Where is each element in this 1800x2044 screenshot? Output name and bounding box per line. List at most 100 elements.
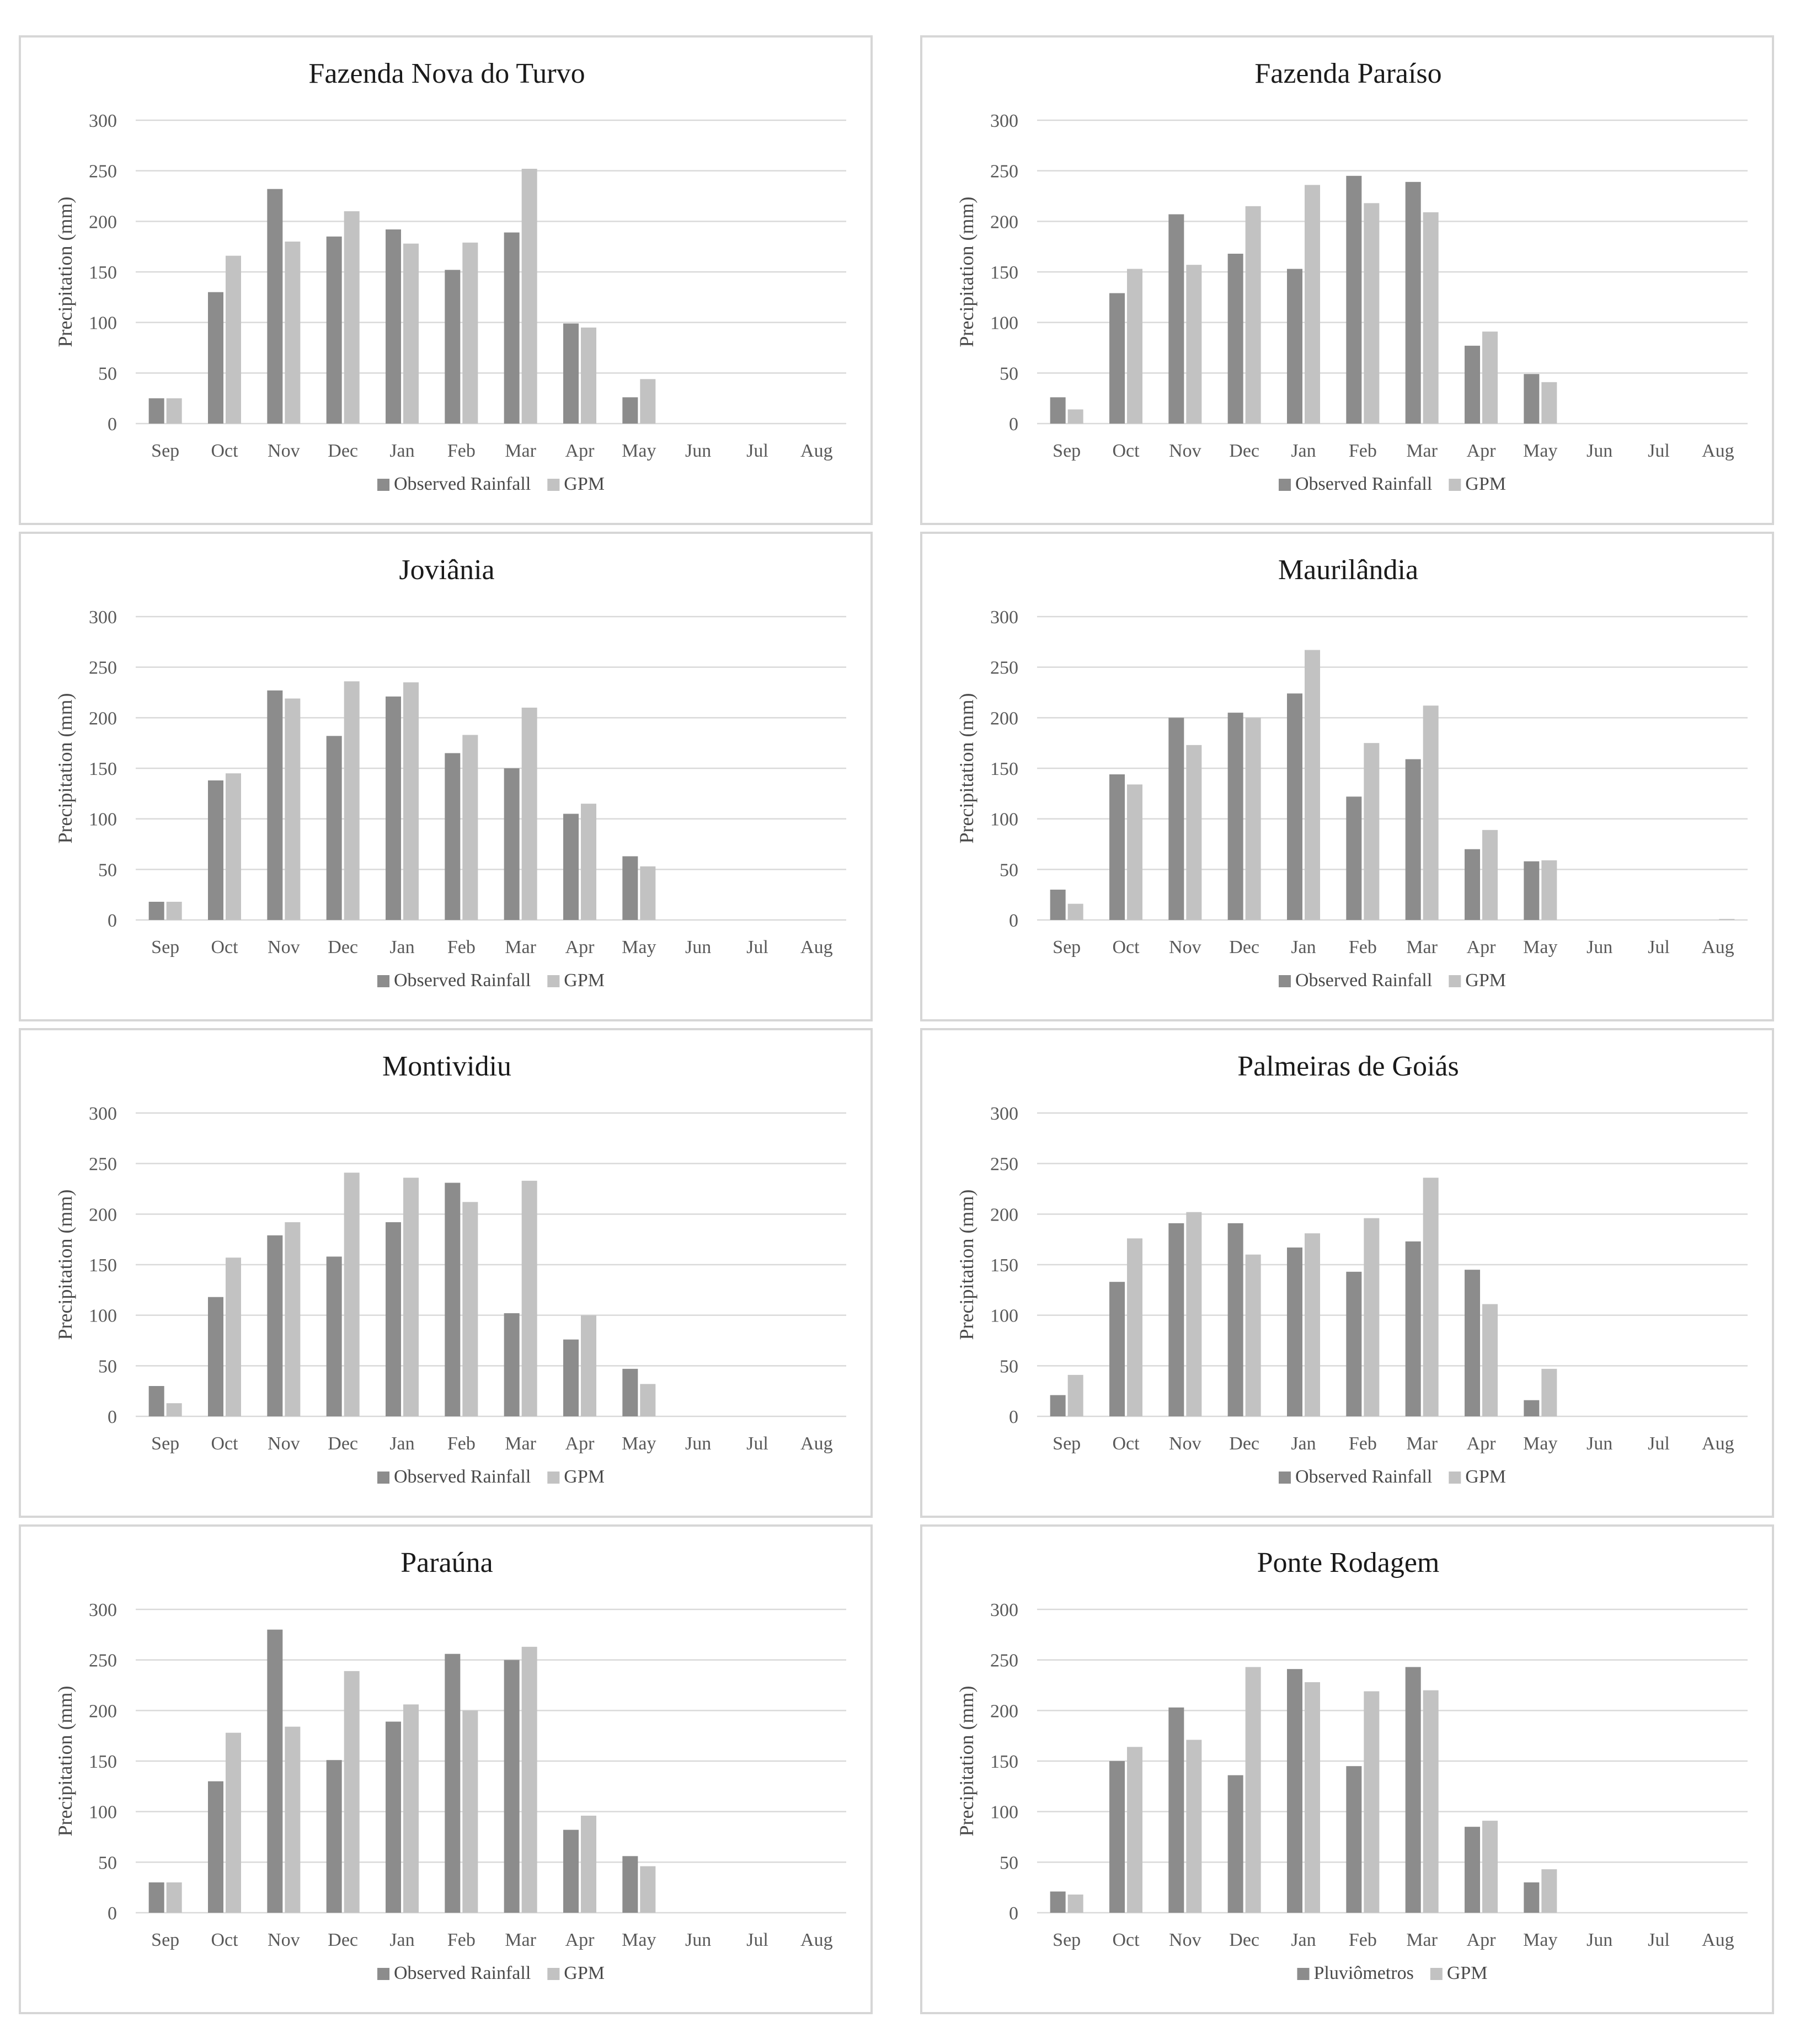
x-tick-label: Dec xyxy=(1229,441,1259,461)
bar xyxy=(1127,1238,1142,1416)
legend-label: GPM xyxy=(564,474,605,494)
bar xyxy=(1524,1400,1540,1416)
y-tick-label: 100 xyxy=(990,810,1018,830)
x-tick-label: Nov xyxy=(268,1930,300,1950)
bar xyxy=(226,1732,241,1913)
y-tick-label: 200 xyxy=(990,212,1018,232)
y-tick-label: 250 xyxy=(990,162,1018,182)
legend-swatch xyxy=(547,1472,560,1484)
bar xyxy=(1245,206,1261,424)
bar xyxy=(226,773,241,920)
x-tick-label: Feb xyxy=(447,937,476,957)
legend-swatch xyxy=(547,975,560,987)
y-tick-label: 100 xyxy=(89,313,117,334)
bar xyxy=(1245,1667,1261,1913)
chart-panel: Fazenda Paraíso 0 50 100 150 200 250 300 Precipi… xyxy=(920,35,1774,525)
y-tick-label: 50 xyxy=(98,860,117,880)
bar xyxy=(563,1339,579,1416)
x-tick-label: Nov xyxy=(268,441,300,461)
x-tick-label: Aug xyxy=(1702,441,1734,461)
x-tick-label: Apr xyxy=(565,441,595,461)
legend-label: GPM xyxy=(564,1963,605,1983)
bar xyxy=(1465,849,1480,920)
x-tick-label: Dec xyxy=(328,1433,358,1454)
y-tick-label: 50 xyxy=(1000,1853,1018,1873)
legend-swatch xyxy=(547,1968,560,1980)
bar xyxy=(1287,1669,1302,1913)
y-tick-label: 0 xyxy=(108,1407,117,1427)
legend-label: Pluviômetros xyxy=(1313,1963,1413,1983)
bar xyxy=(462,1710,478,1913)
x-tick-label: Mar xyxy=(505,1930,536,1950)
x-tick-label: Jan xyxy=(389,1433,414,1454)
y-tick-label: 300 xyxy=(990,1104,1018,1124)
bar xyxy=(1245,1254,1261,1416)
y-tick-label: 0 xyxy=(108,1903,117,1924)
bar xyxy=(1168,718,1184,920)
x-tick-label: Jun xyxy=(685,937,711,957)
y-axis-title: Precipitation (mm) xyxy=(54,1190,76,1340)
x-tick-label: Feb xyxy=(447,1433,476,1454)
bar xyxy=(445,753,461,920)
x-tick-label: Aug xyxy=(800,441,833,461)
x-tick-label: Feb xyxy=(447,441,476,461)
bar xyxy=(462,735,478,920)
y-tick-label: 200 xyxy=(89,1205,117,1225)
y-tick-label: 200 xyxy=(990,1701,1018,1721)
bar xyxy=(386,229,401,424)
bar xyxy=(1482,1304,1498,1416)
legend: Observed Rainfall GPM xyxy=(377,1963,605,1983)
legend: Observed Rainfall GPM xyxy=(1278,970,1506,991)
y-tick-label: 100 xyxy=(990,313,1018,334)
legend-swatch xyxy=(377,1968,389,1980)
x-tick-label: Jan xyxy=(1291,441,1316,461)
x-tick-label: May xyxy=(622,441,656,461)
bar xyxy=(1067,409,1083,424)
legend-swatch xyxy=(377,479,389,491)
bar xyxy=(521,1180,537,1416)
bar xyxy=(640,1384,656,1416)
y-axis-title: Precipitation (mm) xyxy=(955,197,978,347)
y-tick-label: 150 xyxy=(89,263,117,283)
y-axis-title: Precipitation (mm) xyxy=(54,693,76,844)
bar xyxy=(1465,1270,1480,1416)
bar xyxy=(1364,1691,1380,1913)
bar xyxy=(563,814,579,920)
x-tick-label: Aug xyxy=(1702,1930,1734,1950)
y-tick-label: 100 xyxy=(89,1802,117,1823)
bar xyxy=(445,1654,461,1913)
legend-label: Observed Rainfall xyxy=(1295,1467,1432,1487)
bar xyxy=(403,682,419,920)
legend-label: Observed Rainfall xyxy=(394,1963,531,1983)
y-tick-label: 100 xyxy=(990,1802,1018,1823)
y-tick-label: 0 xyxy=(1009,1903,1018,1924)
bar-chart: Fazenda Nova do Turvo 0 50 100 150 200 250 300 P… xyxy=(54,58,846,494)
bar xyxy=(521,708,537,920)
chart-title: Paraúna xyxy=(400,1547,493,1579)
x-tick-label: Oct xyxy=(1112,1433,1140,1454)
y-tick-label: 200 xyxy=(89,708,117,729)
bar xyxy=(563,323,579,424)
bar xyxy=(344,1173,360,1416)
bar xyxy=(640,1866,656,1913)
y-tick-label: 100 xyxy=(990,1306,1018,1326)
bar xyxy=(1227,713,1243,920)
bar xyxy=(267,189,283,424)
bar xyxy=(208,1297,223,1416)
x-tick-label: Sep xyxy=(1053,937,1081,957)
chart-panel: Joviânia 0 50 100 150 200 250 300 Precipitation … xyxy=(19,532,873,1021)
bar xyxy=(581,1315,596,1416)
bar xyxy=(1541,382,1557,424)
bar xyxy=(1127,784,1142,920)
bar xyxy=(267,1629,283,1913)
legend-swatch xyxy=(1449,1472,1461,1484)
x-tick-label: Jul xyxy=(1648,1433,1670,1454)
bar xyxy=(1168,1707,1184,1913)
bar xyxy=(1067,1374,1083,1416)
bar xyxy=(1287,693,1302,920)
x-tick-label: Sep xyxy=(151,1433,179,1454)
x-tick-label: Feb xyxy=(1349,1433,1377,1454)
x-tick-label: Jul xyxy=(746,1930,768,1950)
bar xyxy=(1305,1682,1320,1913)
bar xyxy=(148,398,164,424)
